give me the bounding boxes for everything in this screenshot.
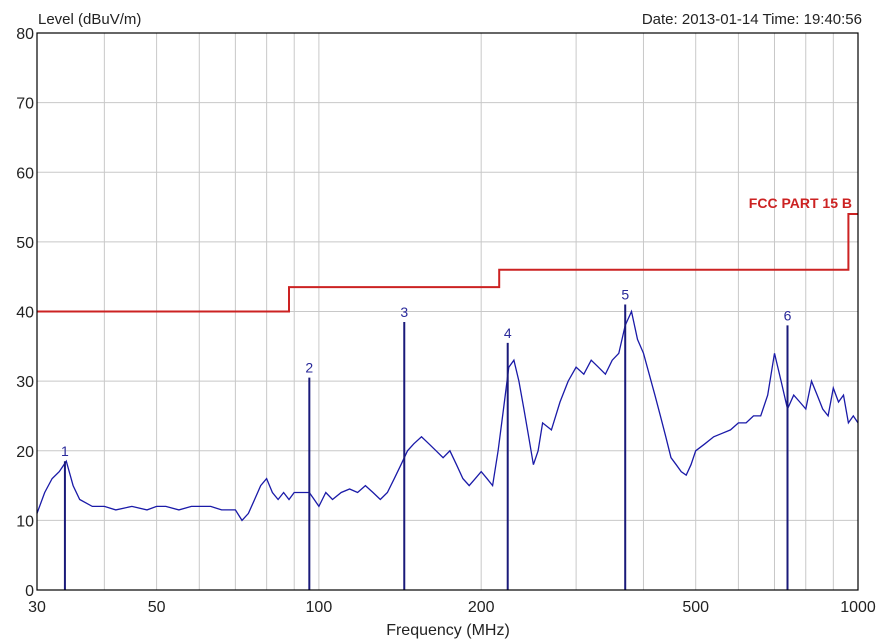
marker-5-label: 5 [621,287,629,303]
y-tick-label: 50 [16,235,34,252]
limit-line [37,213,858,313]
measurement-trace [36,309,859,522]
y-tick-label: 80 [16,26,34,43]
y-tick-label: 60 [16,165,34,182]
frame-layer [36,32,859,591]
marker-2-label: 2 [305,360,313,376]
grid-layer [37,33,858,590]
x-tick-label: 1000 [840,599,876,616]
y-tick-label: 10 [16,513,34,530]
tick-layer: 0 10 20 30 40 50 60 70 80 30 50 100 200 500 1000 [16,26,876,616]
y-tick-label: 70 [16,96,34,113]
x-tick-label: 50 [148,599,166,616]
marker-3-label: 3 [400,304,408,320]
x-tick-label: 100 [306,599,333,616]
marker-1-label: 1 [61,443,69,459]
x-tick-label: 200 [468,599,495,616]
y-tick-label: 30 [16,374,34,391]
x-tick-label: 30 [28,599,46,616]
x-axis-title: Frequency (MHz) [386,622,510,639]
plot-frame [36,32,859,591]
trace-layer [36,309,859,522]
y-tick-label: 0 [25,583,34,600]
marker-4-label: 4 [504,325,512,341]
y-tick-label: 40 [16,305,34,322]
x-tick-label: 500 [682,599,709,616]
date-time-readout: Date: 2013-01-14 Time: 19:40:56 [642,11,862,28]
limit-line-label: FCC PART 15 B [749,195,852,211]
y-tick-label: 20 [16,444,34,461]
marker-layer: 1 2 3 4 5 6 [61,287,792,590]
y-axis-title: Level (dBuV/m) [38,11,141,28]
limit-layer [37,213,858,313]
marker-6-label: 6 [784,307,792,323]
